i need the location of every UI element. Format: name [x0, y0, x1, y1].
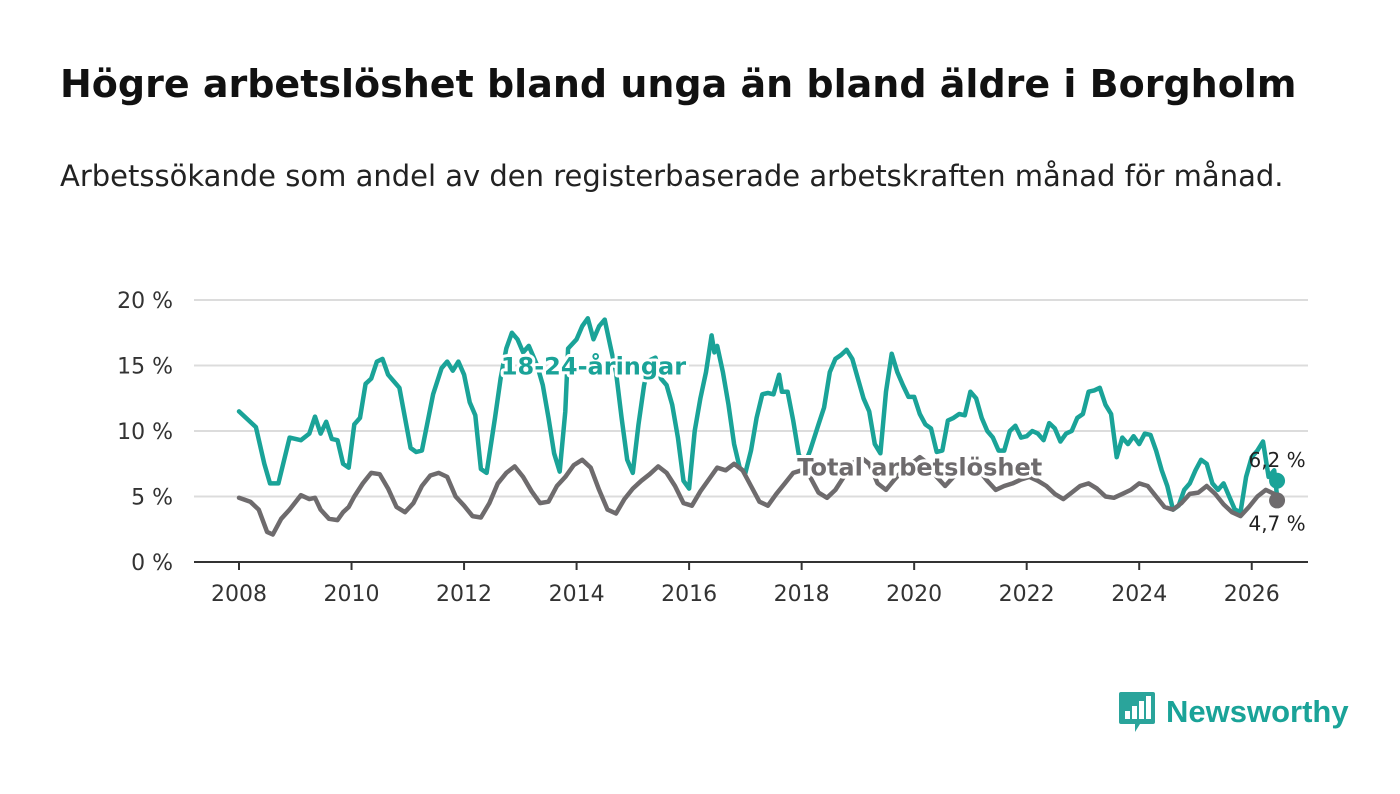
youth-series-label: 18-24-åringar	[501, 352, 686, 381]
total-series-line	[236, 454, 1280, 537]
bar-chart-speech-bubble-icon	[1119, 692, 1155, 732]
x-tick-label: 2018	[774, 582, 830, 607]
x-tick-label: 2024	[1111, 582, 1167, 607]
total-end-label: 4,7 %	[1248, 511, 1305, 535]
x-tick-label: 2014	[549, 582, 605, 607]
newsworthy-logo[interactable]: Newsworthy	[1118, 688, 1349, 736]
chart-subtitle: Arbetssökande som andel av den registerb…	[60, 159, 1284, 193]
x-tick-label: 2010	[324, 582, 380, 607]
youth-end-point	[1269, 472, 1286, 489]
chart-title: Högre arbetslöshet bland unga än bland ä…	[60, 62, 1297, 106]
y-tick-label: 15 %	[117, 355, 173, 380]
x-tick-label: 2026	[1224, 582, 1280, 607]
x-tick-label: 2022	[999, 582, 1055, 607]
total-end-point	[1269, 492, 1286, 509]
youth-end-label: 6,2 %	[1248, 448, 1305, 472]
x-tick-label: 2020	[886, 582, 942, 607]
y-tick-label: 20 %	[117, 289, 173, 314]
y-tick-label: 0 %	[131, 551, 173, 576]
x-tick-label: 2012	[436, 582, 492, 607]
total-series-label: Total arbetslöshet	[797, 454, 1042, 482]
x-tick-label: 2016	[661, 582, 717, 607]
y-tick-label: 10 %	[117, 420, 173, 445]
x-tick-label: 2008	[211, 582, 267, 607]
brand-name: Newsworthy	[1166, 694, 1349, 729]
youth-series-line	[236, 316, 1280, 515]
y-tick-label: 5 %	[131, 486, 173, 511]
